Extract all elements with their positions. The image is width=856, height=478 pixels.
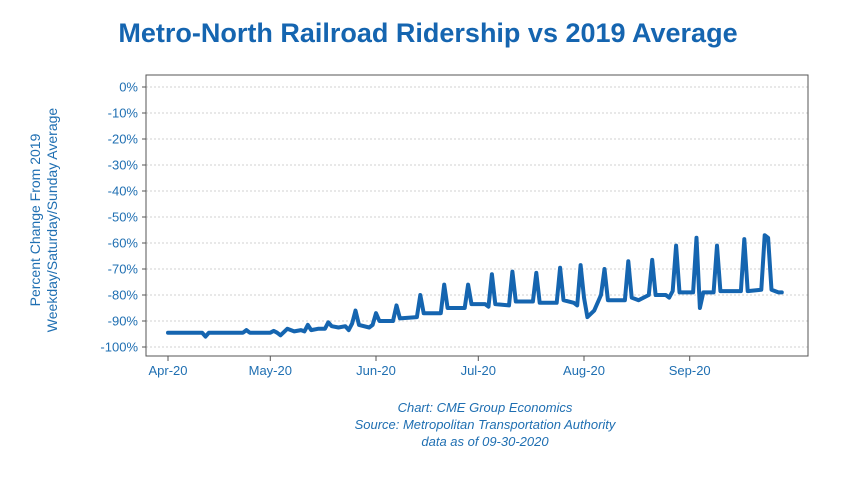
y-tick-label: -70% bbox=[108, 262, 139, 277]
y-tick-label: -10% bbox=[108, 106, 139, 121]
y-tick-label: 0% bbox=[119, 80, 138, 95]
chart-title: Metro-North Railroad Ridership vs 2019 A… bbox=[118, 18, 738, 48]
series-layer bbox=[166, 233, 784, 339]
x-tick-label: May-20 bbox=[249, 363, 292, 378]
x-axis-ticks: Apr-20 May-20 Jun-20 Jul-20 Aug-20 Sep-20 bbox=[148, 356, 711, 378]
y-tick-label: -60% bbox=[108, 236, 139, 251]
y-tick-label: -20% bbox=[108, 132, 139, 147]
y-tick-label: -50% bbox=[108, 210, 139, 225]
y-tick-label: -30% bbox=[108, 158, 139, 173]
x-tick-label: Apr-20 bbox=[148, 363, 187, 378]
chart-caption: Chart: CME Group Economics Source: Metro… bbox=[300, 399, 670, 450]
gridlines bbox=[146, 86, 808, 348]
x-tick-label: Jun-20 bbox=[356, 363, 396, 378]
plot-frame bbox=[145, 74, 809, 357]
y-tick-label: -80% bbox=[108, 288, 139, 303]
series-line-0 bbox=[166, 233, 784, 339]
caption-credit: Chart: CME Group Economics bbox=[397, 400, 573, 415]
x-tick-label: Jul-20 bbox=[461, 363, 496, 378]
x-tick-label: Aug-20 bbox=[563, 363, 605, 378]
caption-date: data as of 09-30-2020 bbox=[421, 434, 549, 449]
y-tick-label: -90% bbox=[108, 314, 139, 329]
x-tick-label: Sep-20 bbox=[669, 363, 711, 378]
y-axis-ticks: 0% -10% -20% -30% -40% -50% -60% -70% -80% -90% -1… bbox=[100, 80, 146, 355]
y-tick-label: -40% bbox=[108, 184, 139, 199]
caption-source: Source: Metropolitan Transportation Auth… bbox=[354, 417, 616, 432]
y-tick-label: -100% bbox=[100, 340, 138, 355]
